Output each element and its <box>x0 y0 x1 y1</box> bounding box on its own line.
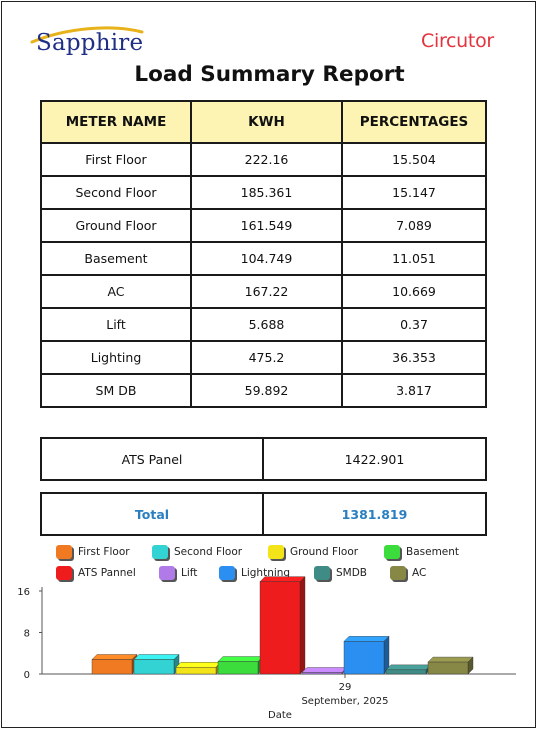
kwh-cell: 161.549 <box>190 208 343 243</box>
percentage-cell: 10.669 <box>341 274 487 309</box>
bar-lightning <box>343 641 385 675</box>
meter-name-cell: Ground Floor <box>40 208 192 243</box>
bar-side <box>299 576 306 675</box>
sapphire-swoosh-icon <box>30 26 144 44</box>
ats-panel-table: ATS Panel 1422.901 <box>40 437 487 481</box>
circutor-logo: Circutor <box>421 30 494 52</box>
bar-second-floor <box>133 659 175 675</box>
meter-table: METER NAME KWH PERCENTAGES First Floor 2… <box>40 100 487 408</box>
kwh-cell: 167.22 <box>190 274 343 309</box>
column-header-meter-name: METER NAME <box>40 100 192 144</box>
ats-panel-label: ATS Panel <box>40 437 264 481</box>
y-tick-label: 0 <box>24 670 30 681</box>
table-row: SM DB 59.892 3.817 <box>40 373 487 408</box>
bar-lift <box>301 672 343 675</box>
percentage-cell: 15.504 <box>341 142 487 177</box>
legend-label: Basement <box>406 546 460 558</box>
table-header-row: METER NAME KWH PERCENTAGES <box>40 100 487 144</box>
ats-panel-value: 1422.901 <box>262 437 487 481</box>
legend-label: Second Floor <box>174 546 243 558</box>
legend-label: Ground Floor <box>290 546 359 558</box>
sapphire-logo-text: Sapphire <box>36 30 144 56</box>
legend-label: First Floor <box>78 546 130 558</box>
x-tick-label: 29 <box>339 682 352 693</box>
legend-swatch-lift <box>159 566 175 580</box>
percentage-cell: 11.051 <box>341 241 487 276</box>
bar-ground-floor <box>175 667 217 675</box>
table-row: Lighting 475.2 36.353 <box>40 340 487 375</box>
bar-basement <box>217 661 259 675</box>
percentage-cell: 15.147 <box>341 175 487 210</box>
bar-top <box>133 654 180 660</box>
bar-smdb <box>385 669 427 675</box>
bar-top <box>427 656 474 663</box>
meter-name-cell: Lighting <box>40 340 192 375</box>
legend-label: Lightning <box>241 567 291 579</box>
bar-top <box>301 667 348 673</box>
percentage-cell: 7.089 <box>341 208 487 243</box>
bar-top <box>385 664 432 671</box>
legend-swatch-lightning <box>219 566 235 580</box>
legend-label: Lift <box>181 567 198 579</box>
legend-label: AC <box>412 567 427 579</box>
table-row: Basement 104.749 11.051 <box>40 241 487 276</box>
bar-top <box>259 576 306 582</box>
bar-top <box>91 654 138 660</box>
bar-top <box>343 636 390 642</box>
x-axis-title: Date <box>268 710 292 721</box>
legend-swatch-ac <box>390 566 406 580</box>
bar-ats-pannel <box>259 581 301 675</box>
total-label: Total <box>40 492 264 536</box>
bar-ac <box>427 661 469 675</box>
total-table: Total 1381.819 <box>40 492 487 536</box>
legend-swatch-basement <box>384 545 400 559</box>
report-title: Load Summary Report <box>134 62 405 87</box>
meter-name-cell: SM DB <box>40 373 192 408</box>
meter-name-cell: First Floor <box>40 142 192 177</box>
table-row: AC 167.22 10.669 <box>40 274 487 309</box>
meter-name-cell: Basement <box>40 241 192 276</box>
kwh-cell: 185.361 <box>190 175 343 210</box>
y-tick-label: 16 <box>17 587 30 598</box>
table-row: Lift 5.688 0.37 <box>40 307 487 342</box>
sapphire-logo: Sapphire <box>26 24 146 64</box>
meter-name-cell: Lift <box>40 307 192 342</box>
bar-first-floor <box>91 659 133 675</box>
table-row: Ground Floor 161.549 7.089 <box>40 208 487 243</box>
legend-swatch-ground-floor <box>268 545 284 559</box>
ats-panel-row: ATS Panel 1422.901 <box>40 437 487 481</box>
table-row: Second Floor 185.361 15.147 <box>40 175 487 210</box>
legend-swatch-ats-pannel <box>56 566 72 580</box>
percentage-cell: 36.353 <box>341 340 487 375</box>
percentage-cell: 3.817 <box>341 373 487 408</box>
column-header-kwh: KWH <box>190 100 343 144</box>
meter-name-cell: Second Floor <box>40 175 192 210</box>
kwh-cell: 59.892 <box>190 373 343 408</box>
legend-label: ATS Pannel <box>78 567 136 579</box>
meter-name-cell: AC <box>40 274 192 309</box>
bar-top <box>217 656 264 662</box>
kwh-cell: 222.16 <box>190 142 343 177</box>
y-tick-label: 8 <box>24 629 30 640</box>
legend-swatch-second-floor <box>152 545 168 559</box>
percentage-cell: 0.37 <box>341 307 487 342</box>
kwh-cell: 104.749 <box>190 241 343 276</box>
legend-swatch-first-floor <box>56 545 72 559</box>
total-value: 1381.819 <box>262 492 487 536</box>
bar-top <box>175 662 222 668</box>
total-row: Total 1381.819 <box>40 492 487 536</box>
legend-label: SMDB <box>336 567 368 579</box>
legend-swatch-smdb <box>314 566 330 580</box>
kwh-cell: 5.688 <box>190 307 343 342</box>
table-row: First Floor 222.16 15.504 <box>40 142 487 177</box>
kwh-cell: 475.2 <box>190 340 343 375</box>
x-tick-sublabel: September, 2025 <box>301 696 388 707</box>
column-header-percentages: PERCENTAGES <box>341 100 487 144</box>
